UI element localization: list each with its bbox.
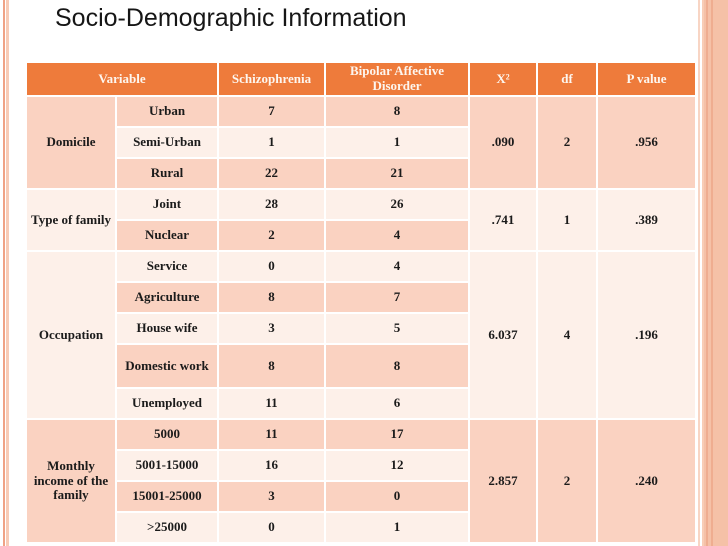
row-label: Domestic work — [117, 345, 218, 387]
value-schizophrenia: 28 — [219, 190, 325, 219]
value-bipolar: 7 — [326, 283, 469, 312]
col-header-bipolar: Bipolar Affective Disorder — [326, 63, 469, 95]
group-cell-occupation: Occupation — [27, 252, 115, 418]
col-header-chi-square: X² — [470, 63, 537, 95]
table-row: Rural 22 21 — [27, 159, 695, 188]
row-label: Rural — [117, 159, 218, 188]
row-label: 15001-25000 — [117, 482, 218, 511]
table-row: Occupation Service 0 4 6.037 4 .196 — [27, 252, 696, 418]
socio-demographic-table: Variable Schizophrenia Bipolar Affective… — [25, 61, 697, 544]
table-row: Agriculture 8 7 — [27, 283, 695, 312]
col-header-p-value: P value — [598, 63, 696, 95]
right-border-band — [702, 0, 728, 546]
table-row: Domicile Urban 7 8 .090 2 .956 — [27, 97, 696, 188]
left-border-stripe-inner — [6, 0, 9, 546]
row-label: 5000 — [117, 420, 218, 449]
row-label: Urban — [117, 97, 218, 126]
value-bipolar: 1 — [326, 513, 469, 542]
value-schizophrenia: 3 — [219, 482, 325, 511]
stat-p-value: .196 — [598, 252, 696, 418]
value-schizophrenia: 2 — [219, 221, 325, 250]
value-schizophrenia: 11 — [219, 389, 325, 418]
table-row: 15001-25000 3 0 — [27, 482, 695, 511]
row-label: House wife — [117, 314, 218, 343]
stat-chi-square: 6.037 — [470, 252, 537, 418]
table-row: 5001-15000 16 12 — [27, 451, 695, 480]
table-row: Nuclear 2 4 — [27, 221, 695, 250]
row-label: 5001-15000 — [117, 451, 218, 480]
stat-chi-square: 2.857 — [470, 420, 537, 542]
value-schizophrenia: 0 — [219, 252, 325, 281]
col-header-schizophrenia: Schizophrenia — [219, 63, 325, 95]
table-row: Domestic work 8 8 — [27, 345, 695, 387]
value-bipolar: 5 — [326, 314, 469, 343]
stat-df: 2 — [538, 97, 597, 188]
group-cell-domicile: Domicile — [27, 97, 115, 188]
row-label: Joint — [117, 190, 218, 219]
right-border-stripe-thin — [698, 0, 700, 546]
stat-df: 1 — [538, 190, 597, 250]
value-bipolar: 4 — [326, 252, 469, 281]
slide-title: Socio-Demographic Information — [55, 4, 407, 32]
stat-p-value: .389 — [598, 190, 696, 250]
row-label: >25000 — [117, 513, 218, 542]
table-header-row: Variable Schizophrenia Bipolar Affective… — [27, 63, 696, 95]
stat-df: 2 — [538, 420, 597, 542]
value-bipolar: 8 — [326, 345, 469, 387]
value-schizophrenia: 11 — [219, 420, 325, 449]
value-bipolar: 21 — [326, 159, 469, 188]
table-row: >25000 0 1 — [27, 513, 695, 542]
value-schizophrenia: 7 — [219, 97, 325, 126]
value-bipolar: 17 — [326, 420, 469, 449]
row-label: Semi-Urban — [117, 128, 218, 157]
value-schizophrenia: 22 — [219, 159, 325, 188]
value-schizophrenia: 3 — [219, 314, 325, 343]
row-label: Unemployed — [117, 389, 218, 418]
value-bipolar: 1 — [326, 128, 469, 157]
group-cell-monthly-income: Monthly income of the family — [27, 420, 115, 542]
value-schizophrenia: 1 — [219, 128, 325, 157]
stat-df: 4 — [538, 252, 597, 418]
stat-chi-square: .741 — [470, 190, 537, 250]
table-row: Unemployed 11 6 — [27, 389, 695, 418]
col-header-variable: Variable — [27, 63, 218, 95]
value-bipolar: 8 — [326, 97, 469, 126]
value-schizophrenia: 8 — [219, 345, 325, 387]
value-bipolar: 26 — [326, 190, 469, 219]
group-cell-type-of-family: Type of family — [27, 190, 115, 250]
left-border-stripe-outer — [3, 0, 5, 546]
value-schizophrenia: 16 — [219, 451, 325, 480]
col-header-df: df — [538, 63, 597, 95]
table-row: House wife 3 5 — [27, 314, 695, 343]
value-bipolar: 12 — [326, 451, 469, 480]
value-bipolar: 4 — [326, 221, 469, 250]
table-row: Type of family Joint 28 26 .741 1 .389 — [27, 190, 696, 250]
stat-p-value: .956 — [598, 97, 696, 188]
row-label: Nuclear — [117, 221, 218, 250]
table-row: Semi-Urban 1 1 — [27, 128, 695, 157]
stat-p-value: .240 — [598, 420, 696, 542]
value-bipolar: 6 — [326, 389, 469, 418]
table-row: Monthly income of the family 5000 11 17 … — [27, 420, 696, 542]
value-schizophrenia: 0 — [219, 513, 325, 542]
value-bipolar: 0 — [326, 482, 469, 511]
row-label: Service — [117, 252, 218, 281]
value-schizophrenia: 8 — [219, 283, 325, 312]
stat-chi-square: .090 — [470, 97, 537, 188]
row-label: Agriculture — [117, 283, 218, 312]
